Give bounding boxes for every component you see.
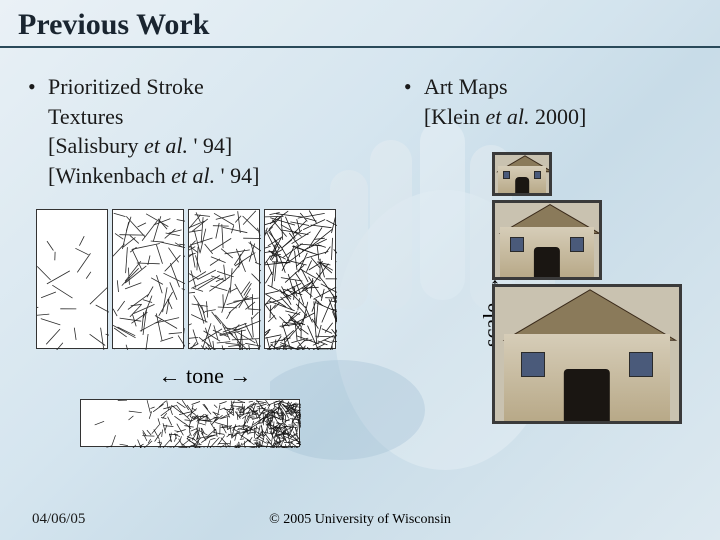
cite1-ital: et al. xyxy=(144,133,188,158)
stroke-swatch-0 xyxy=(36,209,108,349)
artmap-item xyxy=(492,284,682,424)
left-heading-l1: Prioritized Stroke xyxy=(48,74,204,99)
left-column: Prioritized Stroke Textures [Salisbury e… xyxy=(28,72,374,447)
stroke-swatch-2 xyxy=(188,209,260,349)
cite3-post: 2000] xyxy=(530,104,587,129)
tone-label: ← tone → xyxy=(28,363,374,389)
left-bullet: Prioritized Stroke Textures [Salisbury e… xyxy=(28,72,374,191)
right-bullet: Art Maps [Klein et al. 2000] xyxy=(404,72,692,131)
footer-date: 04/06/05 xyxy=(32,511,85,528)
cite1-pre: [Salisbury xyxy=(48,133,144,158)
artmap-stack: ← scale → xyxy=(492,152,682,424)
left-heading-l2: Textures xyxy=(48,104,123,129)
right-heading: Art Maps xyxy=(424,74,508,99)
title-bar: Previous Work xyxy=(0,0,720,48)
stroke-swatch-3 xyxy=(264,209,336,349)
artmap-item xyxy=(492,152,552,196)
stroke-swatch-1 xyxy=(112,209,184,349)
cite2-pre: [Winkenbach xyxy=(48,163,171,188)
right-column: Art Maps [Klein et al. 2000] ← scale → xyxy=(404,72,692,447)
cite3-pre: [Klein xyxy=(424,104,486,129)
stroke-texture-row xyxy=(28,209,374,349)
cite2-ital: et al. xyxy=(171,163,215,188)
tone-gradient-swatch xyxy=(80,399,300,447)
footer-copyright: © 2005 University of Wisconsin xyxy=(269,512,451,528)
cite1-post: ' 94] xyxy=(188,133,232,158)
slide-title: Previous Work xyxy=(18,8,702,42)
artmap-item xyxy=(492,200,602,280)
body: Prioritized Stroke Textures [Salisbury e… xyxy=(0,48,720,447)
cite2-post: ' 94] xyxy=(215,163,259,188)
cite3-ital: et al. xyxy=(486,104,530,129)
